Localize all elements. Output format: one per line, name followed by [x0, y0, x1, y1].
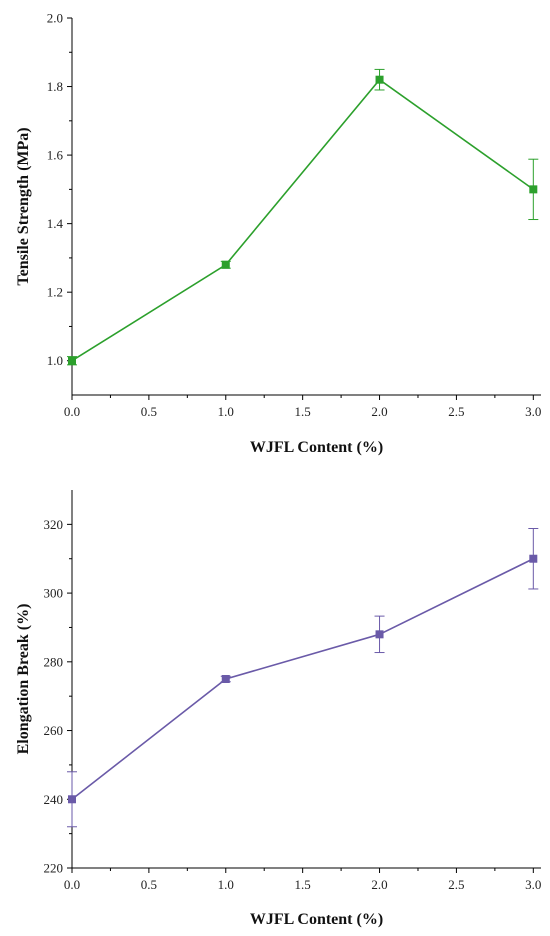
x-tick-label: 1.5 — [295, 877, 311, 892]
x-tick-label: 3.0 — [525, 404, 541, 419]
y-tick-label: 1.4 — [47, 216, 64, 231]
data-point — [68, 356, 76, 365]
x-tick-label: 0.0 — [64, 877, 80, 892]
data-point — [221, 675, 230, 683]
x-tick-label: 3.0 — [525, 877, 541, 892]
y-axis-title: Elongation Break (%) — [15, 604, 32, 755]
data-point — [375, 75, 384, 84]
y-tick-label: 300 — [44, 586, 64, 601]
tensile-strength-chart: 0.0 0.5 1.0 1.5 2.0 2.5 3.0 1.0 1.2 1.4 1.6 1.8 2.0 W… — [15, 11, 541, 457]
data-point — [68, 795, 76, 804]
elongation-break-chart: 0.0 0.5 1.0 1.5 2.0 2.5 3.0 220 240 260 280 300 320 W… — [15, 490, 541, 928]
data-point — [529, 554, 538, 563]
x-tick-label: 2.5 — [448, 877, 464, 892]
x-tick-label: 1.0 — [218, 404, 234, 419]
x-tick-label: 2.0 — [371, 877, 387, 892]
x-tick-label: 2.0 — [371, 404, 387, 419]
x-axis-title: WJFL Content (%) — [250, 439, 383, 456]
x-tick-label: 0.0 — [64, 404, 80, 419]
x-tick-label: 0.5 — [141, 404, 157, 419]
y-tick-label: 240 — [44, 792, 64, 807]
y-tick-label: 1.6 — [47, 148, 64, 163]
y-tick-label: 1.0 — [47, 353, 63, 368]
x-tick-label: 0.5 — [141, 877, 157, 892]
y-axis-title: Tensile Strength (MPa) — [15, 127, 32, 285]
x-axis-title: WJFL Content (%) — [250, 911, 383, 928]
series-line — [71, 558, 534, 800]
data-point — [221, 260, 230, 269]
y-tick-label: 2.0 — [47, 11, 63, 26]
series-line — [71, 78, 534, 362]
y-tick-label: 220 — [44, 861, 64, 876]
y-tick-label: 320 — [44, 517, 64, 532]
data-point — [529, 185, 538, 194]
y-tick-label: 1.2 — [47, 285, 63, 300]
data-point — [375, 630, 384, 639]
x-tick-label: 1.5 — [295, 404, 311, 419]
y-tick-label: 280 — [44, 654, 64, 669]
x-tick-label: 2.5 — [448, 404, 464, 419]
y-tick-label: 260 — [44, 723, 64, 738]
x-tick-label: 1.0 — [218, 877, 234, 892]
y-tick-label: 1.8 — [47, 79, 63, 94]
